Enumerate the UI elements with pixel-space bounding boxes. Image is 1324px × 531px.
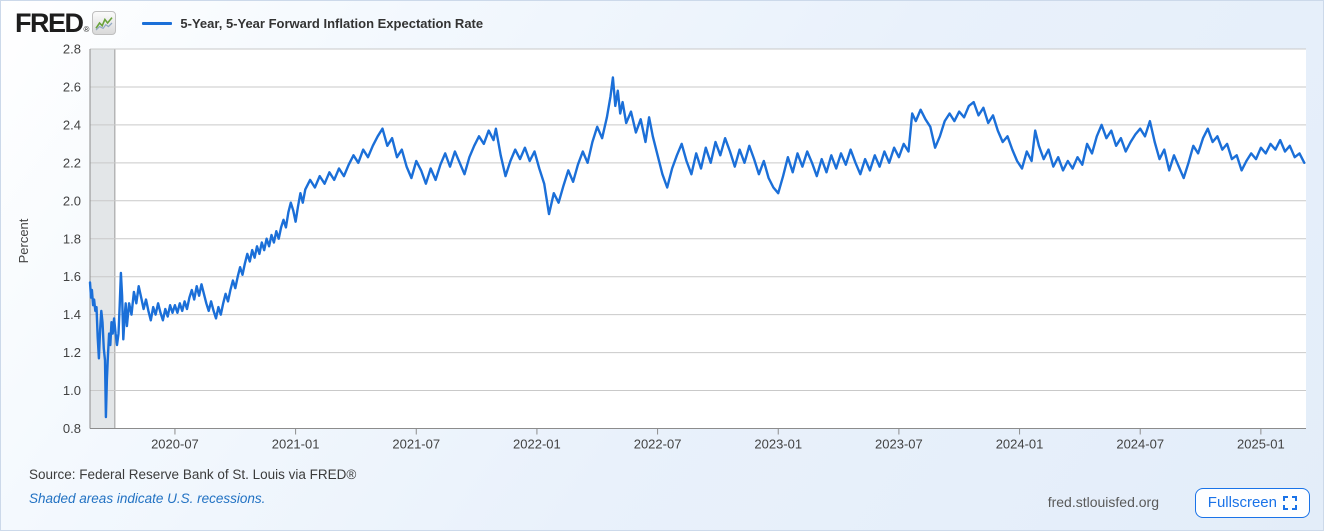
y-axis-tick-label: 1.8 bbox=[63, 231, 81, 246]
x-axis-tick-label: 2021-01 bbox=[272, 437, 320, 452]
x-axis-tick-label: 2023-01 bbox=[754, 437, 802, 452]
series-legend-marker bbox=[142, 21, 173, 25]
x-axis-tick-label: 2021-07 bbox=[392, 437, 440, 452]
x-axis-tick-label: 2024-07 bbox=[1116, 437, 1164, 452]
y-axis-tick-label: 1.0 bbox=[63, 383, 81, 398]
fullscreen-expand-icon bbox=[1283, 495, 1297, 510]
fullscreen-button[interactable]: Fullscreen bbox=[1194, 488, 1310, 518]
y-axis-tick-label: 0.8 bbox=[63, 421, 81, 436]
recession-note: Shaded areas indicate U.S. recessions. bbox=[29, 491, 266, 506]
chart-header: FRED ® 5-Year, 5-Year Forward Inflation … bbox=[15, 8, 483, 38]
y-axis-tick-label: 1.2 bbox=[63, 345, 81, 360]
source-text: Source: Federal Reserve Bank of St. Loui… bbox=[29, 467, 357, 482]
x-axis-tick-label: 2022-01 bbox=[513, 437, 561, 452]
registered-mark: ® bbox=[83, 25, 90, 34]
series-line[interactable] bbox=[88, 76, 1306, 419]
x-axis-tick-label: 2022-07 bbox=[634, 437, 682, 452]
line-chart: 0.8 1.0 1.2 1.4 1.6 1.8 2.0 2.2 2.4 2.6 2.8 2020-07… bbox=[16, 42, 1306, 452]
x-axis-tick-label: 2025-01 bbox=[1237, 437, 1285, 452]
y-axis-tick-label: 2.0 bbox=[63, 193, 81, 208]
series-legend-label[interactable]: 5-Year, 5-Year Forward Inflation Expecta… bbox=[180, 15, 484, 31]
site-url-label: fred.stlouisfed.org bbox=[1047, 494, 1159, 510]
y-axis-tick-label: 2.8 bbox=[63, 42, 81, 57]
y-axis-title: Percent bbox=[16, 218, 31, 263]
y-axis-tick-label: 2.6 bbox=[63, 79, 81, 94]
x-axis-tick-label: 2023-07 bbox=[875, 437, 923, 452]
y-axis-tick-label: 1.6 bbox=[63, 269, 81, 284]
fullscreen-button-label: Fullscreen bbox=[1207, 494, 1277, 511]
x-axis-tick-label: 2020-07 bbox=[151, 437, 199, 452]
chart-area: 0.8 1.0 1.2 1.4 1.6 1.8 2.0 2.2 2.4 2.6 2.8 2020-07… bbox=[1, 1, 1323, 461]
legend: 5-Year, 5-Year Forward Inflation Expecta… bbox=[142, 16, 483, 31]
y-axis-tick-label: 1.4 bbox=[63, 307, 81, 322]
y-axis-tick-label: 2.4 bbox=[63, 117, 81, 132]
x-axis-tick-label: 2024-01 bbox=[996, 437, 1044, 452]
y-axis-tick-label: 2.2 bbox=[63, 155, 81, 170]
fred-logo[interactable]: FRED bbox=[15, 8, 84, 38]
fred-sparkline-icon[interactable] bbox=[92, 11, 117, 35]
